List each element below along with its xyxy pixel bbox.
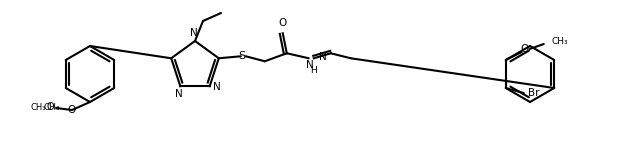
Text: CH₃: CH₃: [552, 38, 568, 46]
Text: CH₃: CH₃: [30, 102, 46, 112]
Text: CH₃: CH₃: [44, 104, 60, 113]
Text: O: O: [68, 105, 76, 115]
Text: Br: Br: [527, 88, 540, 98]
Text: O: O: [46, 102, 54, 112]
Text: O: O: [279, 18, 287, 28]
Text: N: N: [319, 52, 327, 62]
Text: O: O: [521, 44, 529, 54]
Text: N: N: [190, 28, 198, 38]
Text: N: N: [176, 89, 183, 99]
Text: S: S: [238, 51, 245, 61]
Text: N: N: [212, 82, 221, 92]
Text: H: H: [311, 66, 317, 75]
Text: N: N: [306, 60, 314, 70]
